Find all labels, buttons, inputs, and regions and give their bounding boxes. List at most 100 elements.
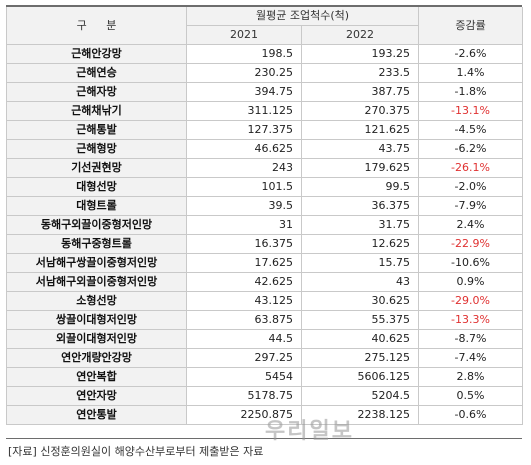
row-name: 대형트롤 <box>6 196 187 216</box>
row-name: 근해형망 <box>6 139 187 159</box>
table-row: 근해채낚기 311.125 270.375 -13.1% <box>6 101 524 121</box>
value-2021: 63.875 <box>186 310 302 330</box>
value-2021: 42.625 <box>186 272 302 292</box>
change-rate: 0.5% <box>418 386 524 406</box>
value-2021: 394.75 <box>186 82 302 102</box>
value-2021: 43.125 <box>186 291 302 311</box>
change-rate: -7.4% <box>418 348 524 368</box>
table-header: 구 분 월평균 조업척수(척) 증감률 2021 2022 <box>6 7 524 45</box>
value-2021: 17.625 <box>186 253 302 273</box>
change-rate: -22.9% <box>418 234 524 254</box>
change-rate: 2.8% <box>418 367 524 387</box>
value-2022: 15.75 <box>300 253 420 273</box>
value-2021: 198.5 <box>186 44 302 64</box>
change-rate: 0.9% <box>418 272 524 292</box>
table-row: 연안개량안강망 297.25 275.125 -7.4% <box>6 348 524 368</box>
source-note: [자료] 신정훈의원실이 해양수산부로부터 제출받은 자료 <box>8 445 264 458</box>
value-2021: 44.5 <box>186 329 302 349</box>
value-2021: 39.5 <box>186 196 302 216</box>
value-2022: 275.125 <box>300 348 420 368</box>
value-2022: 99.5 <box>300 177 420 197</box>
change-rate: 2.4% <box>418 215 524 235</box>
category-header: 구 분 <box>6 7 187 45</box>
change-rate: -4.5% <box>418 120 524 140</box>
row-name: 근해연승 <box>6 63 187 83</box>
value-2021: 16.375 <box>186 234 302 254</box>
value-2022: 55.375 <box>300 310 420 330</box>
table-row: 연안복합 5454 5606.125 2.8% <box>6 367 524 387</box>
table-row: 대형선망 101.5 99.5 -2.0% <box>6 177 524 197</box>
value-2021: 31 <box>186 215 302 235</box>
table-row: 소형선망 43.125 30.625 -29.0% <box>6 291 524 311</box>
table-row: 근해연승 230.25 233.5 1.4% <box>6 63 524 83</box>
value-2022: 36.375 <box>300 196 420 216</box>
change-rate: -29.0% <box>418 291 524 311</box>
data-table-frame: 구 분 월평균 조업척수(척) 증감률 2021 2022 근해안강망 198.5… <box>6 5 524 439</box>
table-row: 근해자망 394.75 387.75 -1.8% <box>6 82 524 102</box>
table-row: 대형트롤 39.5 36.375 -7.9% <box>6 196 524 216</box>
table-row: 기선권현망 243 179.625 -26.1% <box>6 158 524 178</box>
row-name: 소형선망 <box>6 291 187 311</box>
value-2022: 2238.125 <box>300 405 420 425</box>
row-name: 서남해구외끌이중형저인망 <box>6 272 187 292</box>
change-rate: -2.6% <box>418 44 524 64</box>
fishing-vessel-table: 구 분 월평균 조업척수(척) 증감률 2021 2022 근해안강망 198.5… <box>6 7 524 425</box>
table-row: 외끌이대형저인망 44.5 40.625 -8.7% <box>6 329 524 349</box>
value-2022: 30.625 <box>300 291 420 311</box>
value-2022: 5606.125 <box>300 367 420 387</box>
value-2021: 5454 <box>186 367 302 387</box>
change-rate: -8.7% <box>418 329 524 349</box>
change-rate: -13.1% <box>418 101 524 121</box>
value-2022: 12.625 <box>300 234 420 254</box>
value-2022: 121.625 <box>300 120 420 140</box>
value-2022: 5204.5 <box>300 386 420 406</box>
change-rate: -6.2% <box>418 139 524 159</box>
watermark-logo: 우리일보 <box>265 419 354 444</box>
value-2021: 127.375 <box>186 120 302 140</box>
table-row: 근해통발 127.375 121.625 -4.5% <box>6 120 524 140</box>
table-body: 근해안강망 198.5 193.25 -2.6% 근해연승 230.25 233.5 1.4%… <box>6 44 524 425</box>
table-row: 서남해구외끌이중형저인망 42.625 43 0.9% <box>6 272 524 292</box>
table-row: 근해안강망 198.5 193.25 -2.6% <box>6 44 524 64</box>
year-2021-header: 2021 <box>186 25 302 45</box>
value-2021: 46.625 <box>186 139 302 159</box>
year-2022-header: 2022 <box>300 25 420 45</box>
value-2021: 5178.75 <box>186 386 302 406</box>
value-2021: 230.25 <box>186 63 302 83</box>
row-name: 동해구외끌이중형저인망 <box>6 215 187 235</box>
value-2021: 311.125 <box>186 101 302 121</box>
table-row: 연안자망 5178.75 5204.5 0.5% <box>6 386 524 406</box>
change-rate: -2.0% <box>418 177 524 197</box>
table-row: 연안통발 2250.875 2238.125 -0.6% <box>6 405 524 425</box>
row-name: 동해구중형트롤 <box>6 234 187 254</box>
row-name: 외끌이대형저인망 <box>6 329 187 349</box>
value-2022: 233.5 <box>300 63 420 83</box>
change-header: 증감률 <box>418 7 524 45</box>
value-2022: 193.25 <box>300 44 420 64</box>
change-rate: -10.6% <box>418 253 524 273</box>
value-2021: 2250.875 <box>186 405 302 425</box>
change-rate: -0.6% <box>418 405 524 425</box>
value-2022: 387.75 <box>300 82 420 102</box>
row-name: 연안통발 <box>6 405 187 425</box>
value-2022: 43.75 <box>300 139 420 159</box>
change-rate: -26.1% <box>418 158 524 178</box>
group-header: 월평균 조업척수(척) <box>185 7 420 26</box>
table-row: 동해구중형트롤 16.375 12.625 -22.9% <box>6 234 524 254</box>
value-2022: 31.75 <box>300 215 420 235</box>
change-rate: 1.4% <box>418 63 524 83</box>
table-row: 근해형망 46.625 43.75 -6.2% <box>6 139 524 159</box>
table-row: 서남해구쌍끌이중형저인망 17.625 15.75 -10.6% <box>6 253 524 273</box>
table-row: 쌍끌이대형저인망 63.875 55.375 -13.3% <box>6 310 524 330</box>
value-2021: 297.25 <box>186 348 302 368</box>
value-2022: 270.375 <box>300 101 420 121</box>
value-2021: 101.5 <box>186 177 302 197</box>
row-name: 연안자망 <box>6 386 187 406</box>
row-name: 근해자망 <box>6 82 187 102</box>
value-2022: 40.625 <box>300 329 420 349</box>
change-rate: -7.9% <box>418 196 524 216</box>
change-rate: -13.3% <box>418 310 524 330</box>
row-name: 근해안강망 <box>6 44 187 64</box>
value-2021: 243 <box>186 158 302 178</box>
row-name: 연안복합 <box>6 367 187 387</box>
